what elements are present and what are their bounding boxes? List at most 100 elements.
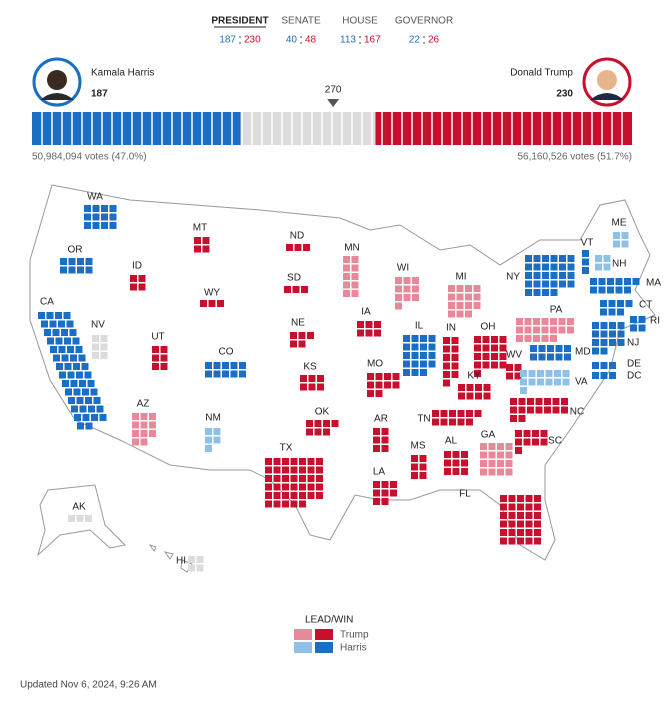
- ev-square: [53, 354, 60, 362]
- ev-square: [140, 421, 148, 429]
- ev-square: [273, 466, 281, 474]
- ev-square: [525, 272, 532, 279]
- state-squares: [411, 455, 427, 479]
- state-label: DC: [627, 371, 641, 382]
- ev-square: [373, 436, 380, 444]
- ev-square: [65, 388, 72, 396]
- ev-square: [516, 318, 523, 325]
- state-label: NJ: [627, 338, 639, 349]
- tab-label[interactable]: PRESIDENT: [211, 16, 268, 27]
- ev-square: [506, 372, 513, 380]
- ev-square: [510, 398, 517, 405]
- ev-square: [50, 346, 57, 353]
- ev-square: [482, 353, 490, 360]
- ev-square: [525, 280, 532, 288]
- ev-square: [428, 335, 436, 342]
- ev-square: [282, 500, 289, 508]
- ev-square: [290, 340, 297, 348]
- ev-square: [307, 492, 315, 499]
- updated-note: Updated Nov 6, 2024, 9:26 AM: [20, 680, 157, 691]
- legend-swatch: [294, 629, 312, 640]
- state-squares: [520, 370, 570, 394]
- ev-square: [564, 345, 571, 352]
- state-squares: [357, 321, 381, 337]
- ev-square: [609, 339, 616, 346]
- ev-square: [443, 337, 450, 344]
- ev-square: [632, 278, 640, 285]
- ev-square: [343, 264, 350, 272]
- ev-square: [100, 352, 108, 359]
- ev-square: [44, 329, 51, 336]
- ev-square: [520, 378, 527, 386]
- ev-square: [562, 378, 570, 386]
- ev-square: [265, 458, 272, 465]
- ev-square: [381, 489, 389, 497]
- ev-square: [284, 286, 291, 293]
- state-squares: [480, 443, 513, 476]
- ev-square: [351, 273, 359, 280]
- ev-square: [411, 360, 419, 368]
- ev-square: [307, 466, 315, 474]
- ev-square: [510, 415, 517, 422]
- ev-square: [564, 353, 571, 361]
- state-squares: [290, 332, 314, 348]
- ev-square: [508, 537, 516, 545]
- state-squares: [367, 373, 400, 397]
- state-label: TN: [417, 414, 430, 425]
- ev-square: [559, 255, 566, 262]
- ev-square: [205, 428, 212, 435]
- tab-dem-count: 113: [340, 35, 356, 46]
- ev-square: [480, 451, 487, 459]
- ev-square: [518, 398, 526, 405]
- ev-square: [452, 468, 460, 475]
- ev-square: [592, 330, 599, 338]
- ev-square: [290, 483, 298, 491]
- ev-square: [85, 397, 92, 404]
- ev-square: [500, 512, 507, 519]
- ev-square: [517, 503, 524, 511]
- ev-square: [38, 312, 45, 319]
- ev-square: [567, 318, 574, 325]
- ev-square: [392, 381, 400, 389]
- tab-label[interactable]: SENATE: [281, 16, 321, 27]
- tab-label[interactable]: GOVERNOR: [395, 16, 453, 27]
- ev-square: [395, 294, 402, 301]
- ev-square: [140, 413, 148, 420]
- ev-square: [306, 428, 313, 436]
- ev-square: [316, 492, 323, 499]
- ev-square: [559, 263, 566, 271]
- ev-square: [307, 332, 314, 339]
- ev-square: [76, 397, 84, 404]
- ev-square: [615, 286, 623, 294]
- ev-square: [298, 332, 306, 339]
- ev-square: [286, 244, 293, 251]
- ev-square: [497, 451, 504, 459]
- ev-square: [76, 371, 83, 379]
- ev-square: [188, 556, 195, 563]
- ev-square: [550, 263, 558, 271]
- ev-square: [419, 472, 427, 479]
- ev-square: [603, 255, 611, 262]
- ev-square: [607, 278, 614, 285]
- trump-ev: 230: [556, 89, 573, 100]
- ev-square: [101, 205, 108, 212]
- ev-square: [419, 455, 427, 462]
- ev-square: [373, 498, 380, 505]
- ev-square: [72, 337, 80, 345]
- ev-square: [432, 410, 439, 417]
- ev-square: [82, 414, 90, 421]
- ev-square: [558, 318, 566, 325]
- tab-label[interactable]: HOUSE: [342, 16, 378, 27]
- legend-label: Trump: [340, 630, 369, 641]
- ev-square: [205, 362, 212, 369]
- ev-square: [132, 421, 139, 429]
- ev-square: [381, 428, 389, 435]
- state-label: VA: [575, 377, 588, 388]
- ev-square: [523, 438, 531, 446]
- state-squares: [630, 316, 646, 332]
- ev-square: [547, 353, 554, 361]
- ev-square: [68, 266, 76, 274]
- ev-square: [518, 406, 526, 414]
- ev-square: [488, 460, 496, 467]
- ev-square: [299, 483, 306, 491]
